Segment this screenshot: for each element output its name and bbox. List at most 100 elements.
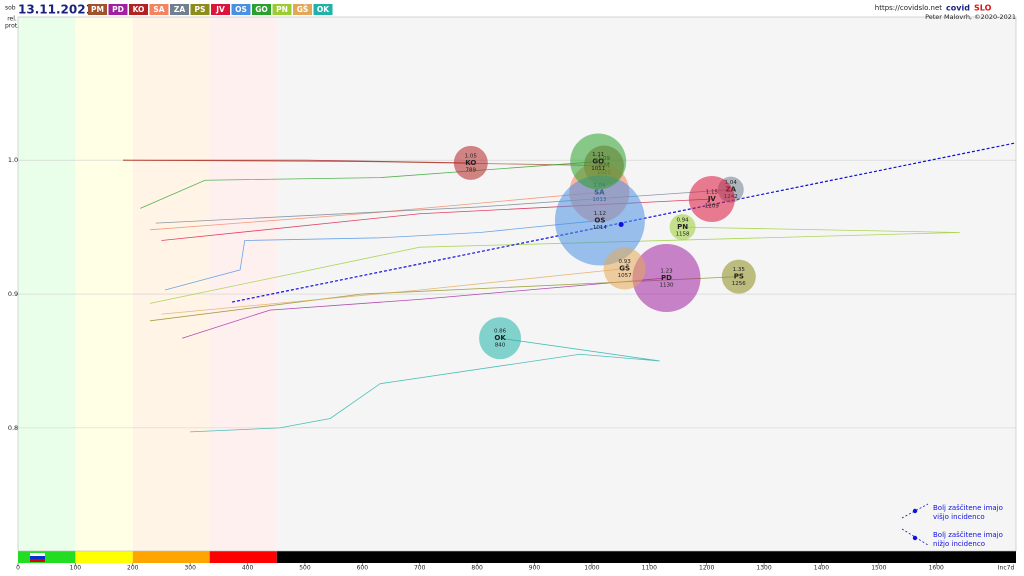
trail xyxy=(140,161,599,209)
trail xyxy=(123,159,471,164)
bubble xyxy=(669,214,696,241)
x-tick-label: 1300 xyxy=(756,565,771,572)
bubble-ratio: 1.15 xyxy=(706,190,719,196)
y-tick-label: 0.9 xyxy=(8,290,18,298)
region-button-label: PM xyxy=(91,5,104,14)
plot-frame xyxy=(17,16,1017,552)
note-text: nižjo incidenco xyxy=(933,540,985,548)
y-axis-label: prot. xyxy=(5,23,19,30)
note-text: Bolj zaščitene imajo xyxy=(933,504,1003,512)
bubble-incidence: 1256 xyxy=(732,281,746,287)
bubble-incidence: 840 xyxy=(495,343,506,349)
region-button[interactable] xyxy=(190,4,210,15)
region-button[interactable] xyxy=(108,4,128,15)
region-button[interactable] xyxy=(293,4,312,15)
y-axis-label: rel. xyxy=(7,16,17,23)
x-tick-label: 1400 xyxy=(814,565,829,572)
region-button[interactable] xyxy=(272,4,292,15)
x-tick-label: 500 xyxy=(299,565,311,572)
note-line xyxy=(901,503,929,519)
region-button[interactable] xyxy=(252,4,271,15)
bubble-incidence: 789 xyxy=(466,167,477,173)
bubble-incidence: 1158 xyxy=(676,232,690,238)
region-button-label: GŠ xyxy=(297,5,309,14)
bubble xyxy=(554,175,645,266)
bubble-name: OK xyxy=(494,334,506,342)
trail xyxy=(149,191,600,231)
bubble-name: PS xyxy=(734,273,744,281)
bubble-name: OS xyxy=(594,216,605,224)
author: Peter Malovrh, ©2020-2021 xyxy=(925,13,1016,21)
region-button[interactable] xyxy=(149,4,169,15)
bubble xyxy=(688,176,735,223)
weekday: sob xyxy=(5,5,16,12)
x-tick-label: 300 xyxy=(184,565,196,572)
trail xyxy=(161,268,625,315)
bubble-incidence: 1057 xyxy=(618,273,632,279)
bubble xyxy=(570,133,627,190)
bubble-name: JV xyxy=(707,195,717,203)
x-axis-label: Inc7d xyxy=(998,565,1015,572)
region-button[interactable] xyxy=(211,4,230,15)
url: https://covidslo.net xyxy=(875,4,942,12)
bubble-incidence: 1014 xyxy=(593,225,607,231)
note-line xyxy=(901,528,929,546)
x-tick-label: 900 xyxy=(529,565,541,572)
bubble xyxy=(479,317,522,360)
trail xyxy=(164,220,600,291)
region-button[interactable] xyxy=(129,4,148,15)
bubble-ratio: 1.23 xyxy=(660,268,673,274)
bubble-ratio: 1.12 xyxy=(594,211,606,217)
bubble-ratio: 1.04 xyxy=(725,180,738,186)
x-tick-label: 1500 xyxy=(871,565,886,572)
bubble-name: KO xyxy=(465,159,476,167)
region-button-label: PD xyxy=(112,5,124,14)
zone-band xyxy=(75,17,133,551)
trend-mean xyxy=(618,221,624,227)
trail xyxy=(190,337,660,433)
brand: covid xyxy=(946,4,970,13)
region-button-label: GO xyxy=(255,5,268,14)
x-tick-label: 0 xyxy=(16,565,20,572)
note-dot xyxy=(912,508,918,514)
zone-bar xyxy=(276,551,1016,563)
note-dot xyxy=(912,535,918,541)
region-button-label: PS xyxy=(195,5,206,14)
date-title: 13.11.2021 xyxy=(18,3,94,17)
x-tick-label: 200 xyxy=(127,565,139,572)
zone-band xyxy=(132,17,210,551)
bubble-name: GO xyxy=(592,158,604,166)
x-tick-label: 1000 xyxy=(584,565,599,572)
x-tick-label: 400 xyxy=(242,565,254,572)
x-tick-label: 1100 xyxy=(642,565,657,572)
bubble xyxy=(453,145,488,180)
region-button-label: ZA xyxy=(174,5,185,14)
y-tick-label: 0.8 xyxy=(8,424,18,432)
trail xyxy=(149,226,960,304)
plot: 0.8 0.9 1.0 0 100 200 300 400 500 600 700 800 900 100… xyxy=(8,16,1017,572)
region-button[interactable] xyxy=(231,4,251,15)
bubble-incidence: 1011 xyxy=(591,166,605,172)
trail xyxy=(123,159,604,166)
bubble-ratio: 0.93 xyxy=(618,259,631,265)
trend-line xyxy=(231,142,1017,303)
region-button[interactable] xyxy=(313,4,333,15)
region-button-label: SA xyxy=(153,5,164,14)
zone-bar xyxy=(209,551,277,563)
flag-stripe xyxy=(30,553,45,556)
flag xyxy=(30,553,45,562)
x-tick-label: 1200 xyxy=(699,565,714,572)
region-button[interactable] xyxy=(88,4,107,15)
region-button[interactable] xyxy=(170,4,189,15)
note-text: višjo incidenco xyxy=(933,513,985,521)
flag-stripe xyxy=(30,559,45,562)
bubble-ratio: 1.05 xyxy=(465,153,478,159)
trail xyxy=(182,277,667,339)
bubble-incidence: 1209 xyxy=(705,204,719,210)
region-button-label: KO xyxy=(133,5,145,14)
bubble xyxy=(603,247,646,290)
x-tick-label: 800 xyxy=(471,565,483,572)
region-button-label: OS xyxy=(235,5,247,14)
zone-bar xyxy=(75,551,133,563)
